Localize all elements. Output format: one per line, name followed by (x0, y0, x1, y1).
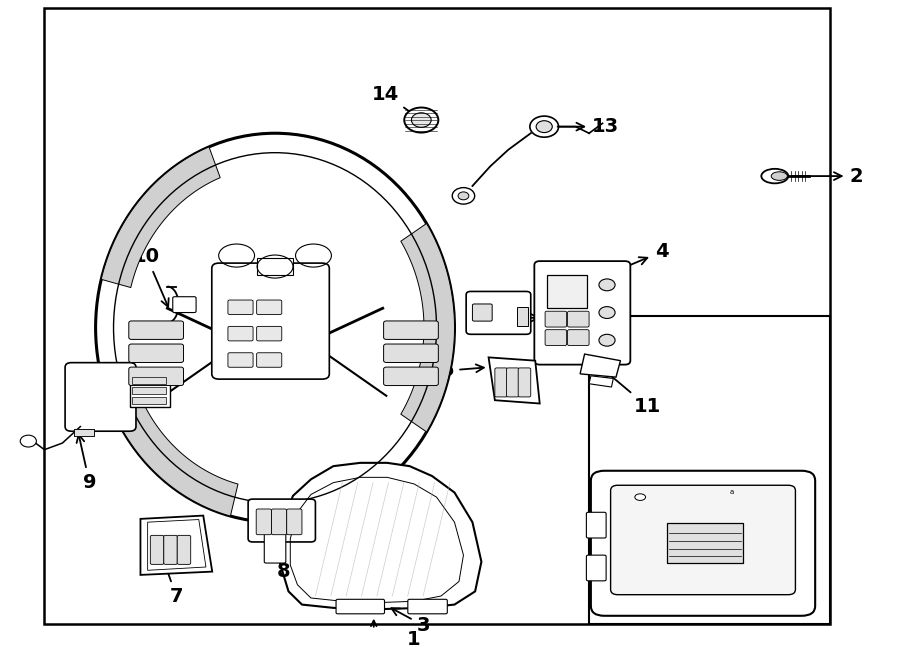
Text: 7: 7 (164, 563, 183, 606)
Text: 6: 6 (495, 308, 560, 327)
FancyBboxPatch shape (265, 528, 286, 563)
Polygon shape (590, 376, 613, 387)
FancyBboxPatch shape (568, 311, 590, 327)
Text: 10: 10 (133, 248, 168, 307)
FancyBboxPatch shape (173, 297, 196, 312)
FancyBboxPatch shape (74, 428, 94, 436)
Text: 9: 9 (76, 434, 96, 492)
Ellipse shape (634, 494, 645, 500)
Ellipse shape (598, 307, 615, 318)
FancyBboxPatch shape (132, 387, 166, 394)
Polygon shape (400, 224, 454, 432)
FancyBboxPatch shape (257, 258, 293, 275)
Ellipse shape (761, 169, 788, 183)
FancyBboxPatch shape (65, 363, 136, 431)
Ellipse shape (598, 279, 615, 291)
FancyBboxPatch shape (610, 485, 796, 594)
Ellipse shape (404, 107, 438, 132)
Polygon shape (108, 387, 238, 516)
Text: 13: 13 (547, 117, 619, 136)
Text: 12: 12 (707, 490, 802, 542)
FancyBboxPatch shape (74, 428, 94, 436)
FancyBboxPatch shape (256, 300, 282, 314)
Ellipse shape (452, 187, 474, 204)
Polygon shape (140, 516, 212, 575)
FancyBboxPatch shape (518, 368, 531, 397)
FancyBboxPatch shape (518, 307, 528, 326)
FancyBboxPatch shape (667, 524, 743, 563)
FancyBboxPatch shape (466, 291, 531, 334)
FancyBboxPatch shape (132, 377, 166, 384)
Polygon shape (101, 147, 220, 287)
FancyBboxPatch shape (591, 471, 815, 616)
Text: 1: 1 (408, 630, 421, 649)
FancyBboxPatch shape (132, 397, 166, 404)
FancyBboxPatch shape (545, 330, 567, 346)
Text: 14: 14 (372, 85, 418, 117)
FancyBboxPatch shape (129, 321, 184, 340)
Ellipse shape (598, 334, 615, 346)
FancyBboxPatch shape (547, 275, 588, 308)
FancyBboxPatch shape (336, 599, 384, 614)
Polygon shape (580, 354, 620, 377)
FancyBboxPatch shape (212, 263, 329, 379)
FancyBboxPatch shape (248, 499, 315, 542)
FancyBboxPatch shape (495, 368, 508, 397)
FancyBboxPatch shape (129, 344, 184, 363)
Ellipse shape (20, 435, 36, 447)
FancyBboxPatch shape (130, 371, 170, 407)
FancyBboxPatch shape (545, 311, 567, 327)
Ellipse shape (530, 116, 559, 137)
FancyBboxPatch shape (228, 353, 253, 367)
FancyBboxPatch shape (150, 536, 164, 565)
FancyBboxPatch shape (383, 367, 438, 385)
FancyBboxPatch shape (587, 555, 606, 581)
Bar (44, 8, 830, 624)
Text: 2: 2 (792, 167, 863, 185)
Text: 11: 11 (605, 370, 661, 416)
FancyBboxPatch shape (587, 512, 606, 538)
FancyBboxPatch shape (383, 321, 438, 340)
Text: 3: 3 (392, 608, 430, 635)
Polygon shape (489, 357, 540, 404)
Polygon shape (280, 463, 482, 609)
FancyBboxPatch shape (256, 353, 282, 367)
FancyBboxPatch shape (164, 536, 177, 565)
FancyBboxPatch shape (228, 326, 253, 341)
Ellipse shape (411, 113, 431, 127)
Text: 8: 8 (277, 540, 291, 581)
FancyBboxPatch shape (535, 261, 630, 365)
Text: a: a (730, 489, 734, 495)
Ellipse shape (458, 192, 469, 200)
FancyBboxPatch shape (472, 304, 492, 321)
FancyBboxPatch shape (287, 509, 302, 535)
FancyBboxPatch shape (177, 536, 191, 565)
Text: 5: 5 (441, 361, 484, 380)
FancyBboxPatch shape (256, 509, 272, 535)
FancyBboxPatch shape (256, 326, 282, 341)
FancyBboxPatch shape (507, 368, 519, 397)
FancyBboxPatch shape (272, 509, 287, 535)
Ellipse shape (95, 133, 454, 522)
FancyBboxPatch shape (408, 599, 447, 614)
FancyBboxPatch shape (568, 330, 590, 346)
Ellipse shape (771, 172, 788, 180)
FancyBboxPatch shape (383, 344, 438, 363)
FancyBboxPatch shape (129, 367, 184, 385)
Bar (590, 316, 830, 624)
Text: 4: 4 (585, 242, 668, 284)
FancyBboxPatch shape (228, 300, 253, 314)
Ellipse shape (536, 120, 553, 132)
